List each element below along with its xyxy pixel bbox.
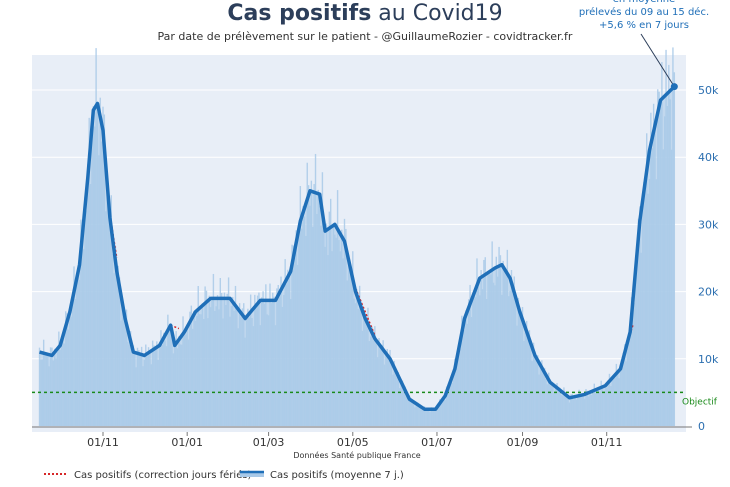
series-line bbox=[39, 85, 676, 411]
legend-label-average: Cas positifs (moyenne 7 j.) bbox=[270, 470, 404, 481]
y-tick-label: 50k bbox=[698, 84, 719, 97]
x-tick-label: 01/11 bbox=[87, 436, 119, 449]
y-tick-label: 10k bbox=[698, 353, 719, 366]
latest-point-marker bbox=[670, 83, 678, 91]
x-tick-label: 01/03 bbox=[253, 436, 285, 449]
objective-label: Objectif bbox=[682, 397, 718, 407]
x-tick-label: 01/07 bbox=[421, 436, 453, 449]
legend-label-correction: Cas positifs (correction jours fériés) bbox=[74, 469, 252, 481]
annotation-line: +5,6 % en 7 jours bbox=[599, 20, 689, 31]
y-tick-label: 30k bbox=[698, 218, 719, 231]
x-tick-label: 01/01 bbox=[171, 436, 203, 449]
y-tick-label: 40k bbox=[698, 151, 719, 164]
annotation-line: prélevés du 09 au 15 déc. bbox=[579, 6, 709, 18]
y-tick-label: 0 bbox=[698, 420, 705, 433]
y-tick-label: 20k bbox=[698, 286, 719, 299]
chart-title: Cas positifs au Covid19 bbox=[227, 1, 503, 26]
x-tick-label: 01/05 bbox=[337, 436, 369, 449]
annotation-line: en moyenne bbox=[613, 0, 675, 5]
source-label: Données Santé publique France bbox=[293, 450, 420, 460]
legend-swatch-average-fill bbox=[240, 471, 264, 477]
x-tick-label: 01/11 bbox=[591, 436, 623, 449]
x-tick-label: 01/09 bbox=[507, 436, 539, 449]
annotation-arrow bbox=[640, 33, 675, 87]
chart-subtitle: Par date de prélèvement sur le patient -… bbox=[157, 30, 573, 43]
series-area bbox=[39, 86, 675, 426]
